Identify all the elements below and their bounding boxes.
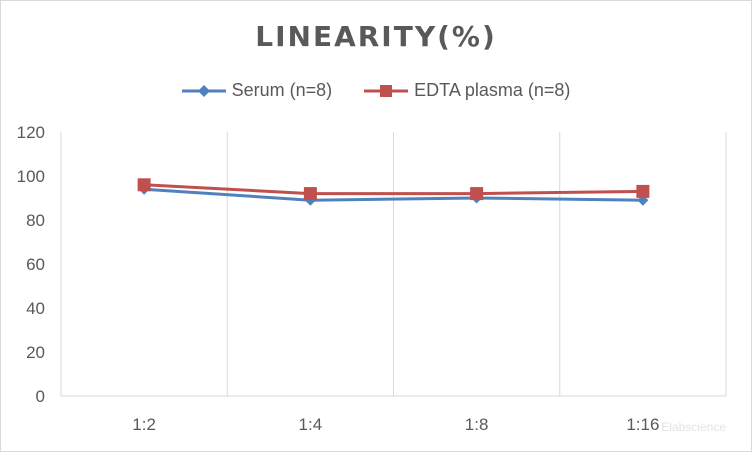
x-tick-label: 1:2 [132, 415, 156, 434]
legend-swatch-serum [181, 84, 226, 97]
y-tick-label: 0 [36, 387, 45, 406]
series-layer [137, 178, 650, 206]
series-1-point [636, 184, 650, 198]
series-1-point [470, 187, 484, 201]
series-1-line [144, 183, 643, 196]
legend-label-serum: Serum (n=8) [231, 80, 333, 100]
legend-label-edta-plasma: EDTA plasma (n=8) [414, 80, 571, 100]
chart-legend: Serum (n=8) EDTA plasma (n=8) [0, 80, 752, 101]
legend-item-serum: Serum (n=8) [181, 80, 333, 101]
series-0-line [144, 187, 643, 202]
y-tick-label: 20 [26, 343, 45, 362]
y-tick-label: 120 [17, 123, 45, 142]
axes [60, 132, 726, 397]
x-tick-label: 1:8 [465, 415, 489, 434]
series-1-point [303, 187, 317, 201]
watermark: Elabscience [661, 420, 726, 434]
x-tick-label: 1:4 [299, 415, 323, 434]
chart-title: LINEARITY(%) [255, 20, 497, 53]
y-tick-label: 100 [17, 167, 45, 186]
y-tick-label: 80 [26, 211, 45, 230]
series-1-point [137, 178, 151, 192]
legend-item-edta-plasma: EDTA plasma (n=8) [364, 80, 570, 101]
x-tick-labels: 1:2 1:4 1:8 1:16 [132, 415, 659, 434]
y-tick-label: 40 [26, 299, 45, 318]
legend-swatch-edta-plasma [364, 84, 409, 97]
grid-lines [226, 132, 727, 396]
y-tick-labels: 0 20 40 60 80 100 120 [17, 123, 45, 406]
x-tick-label: 1:16 [626, 415, 659, 434]
y-tick-label: 60 [26, 255, 45, 274]
